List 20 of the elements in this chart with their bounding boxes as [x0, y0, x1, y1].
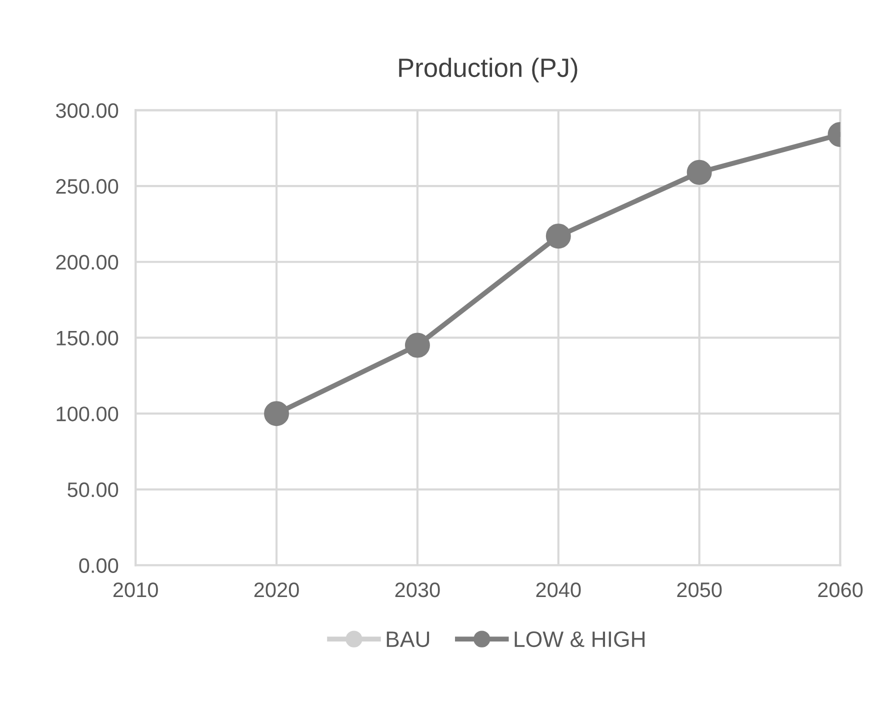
point — [404, 332, 430, 358]
y-tick-label: 100.00 — [56, 406, 118, 422]
x-tick-label: 2040 — [536, 582, 581, 598]
legend-label: LOW & HIGH — [514, 631, 645, 648]
x-tick-label: 2060 — [818, 582, 863, 598]
y-tick-label: 250.00 — [56, 179, 118, 194]
x-tick-label: 2010 — [113, 582, 158, 598]
point — [686, 160, 712, 185]
x-tick-label: 2050 — [677, 582, 722, 598]
x-tick-label: 2030 — [395, 582, 440, 598]
chart-title: Production (PJ) — [399, 58, 578, 82]
legend-label: BAU — [386, 632, 430, 648]
x-tick-label: 2020 — [254, 582, 299, 598]
point — [264, 401, 290, 426]
y-tick-label: 50.00 — [68, 482, 118, 498]
y-tick-label: 0.00 — [79, 558, 118, 573]
y-tick-label: 150.00 — [56, 330, 118, 346]
y-tick-label: 200.00 — [56, 254, 118, 270]
point — [546, 224, 571, 249]
y-tick-label: 300.00 — [56, 103, 118, 118]
